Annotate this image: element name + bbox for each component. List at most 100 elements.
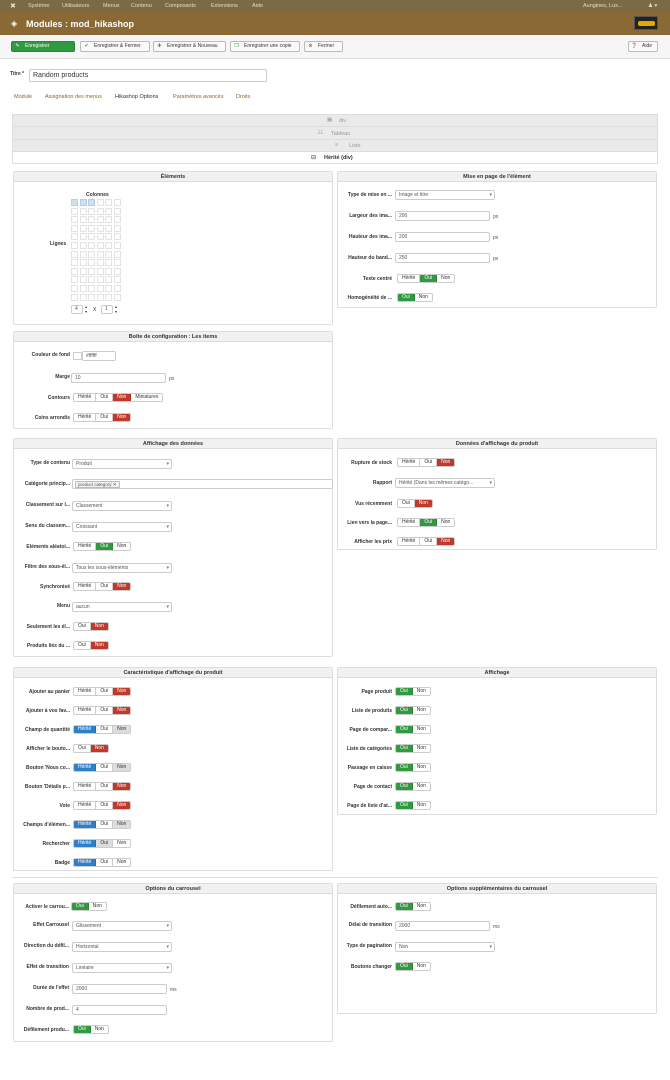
grid-cell[interactable] — [71, 250, 78, 258]
filter-select[interactable]: Tous les sous-éléments ▾ — [72, 563, 172, 573]
grid-cell[interactable] — [71, 224, 78, 232]
grid-cell[interactable] — [79, 207, 87, 215]
grid-cell[interactable] — [88, 259, 95, 267]
grid-cell[interactable] — [105, 242, 112, 249]
show-button-toggle[interactable]: Oui Non — [73, 744, 109, 753]
grid-cell[interactable] — [88, 207, 95, 215]
grid-cell[interactable] — [79, 242, 87, 249]
linked-products-toggle[interactable]: Oui Non — [73, 641, 109, 650]
element-fields-toggle[interactable]: Hérité Oui Non — [73, 820, 132, 829]
title-input[interactable]: Random products — [29, 69, 267, 82]
tab-advanced[interactable]: Paramètres avancés — [173, 94, 224, 100]
grid-cell[interactable] — [79, 293, 87, 301]
grid-cell[interactable] — [96, 285, 104, 292]
tab-menu-assignment[interactable]: Assignation des menus — [45, 94, 102, 100]
wishlist-toggle[interactable]: Hérité Oui Non — [73, 706, 132, 715]
direction-select[interactable]: Horizontal ▾ — [72, 942, 172, 952]
grid-cell[interactable] — [79, 276, 87, 284]
grid-cell[interactable] — [79, 199, 87, 206]
color-swatch[interactable] — [73, 352, 82, 360]
grid-cell[interactable] — [96, 207, 104, 215]
transition-delay-input[interactable]: 2000 — [395, 921, 490, 931]
product-list-toggle[interactable]: Oui Non — [395, 706, 431, 715]
grid-cell[interactable] — [105, 293, 112, 301]
grid-cell[interactable] — [96, 259, 104, 267]
wishlist-page-toggle[interactable]: Oui Non — [395, 801, 431, 810]
sort-dir-select[interactable]: Croissant ▾ — [72, 522, 172, 532]
random-toggle[interactable]: Hérité Oui Non — [73, 542, 132, 551]
grid-cell[interactable] — [79, 285, 87, 292]
grid-cell[interactable] — [96, 242, 104, 249]
tab-module[interactable]: Module — [14, 94, 33, 100]
grid-cell[interactable] — [113, 250, 121, 258]
grid-cell[interactable] — [113, 224, 121, 232]
report-select[interactable]: Hérité (Dans les mêmes catégo... ▾ — [395, 478, 495, 488]
carousel-effect-select[interactable]: Glissement ▾ — [72, 921, 172, 931]
add-to-cart-toggle[interactable]: Hérité Oui Non — [73, 687, 132, 696]
carousel-enable-toggle[interactable]: Oui Non — [71, 902, 107, 911]
grid-cell[interactable] — [96, 224, 104, 232]
margin-input[interactable]: 10 — [71, 373, 166, 383]
search-toggle[interactable]: Hérité Oui Non — [73, 839, 132, 848]
grid-cell[interactable] — [113, 267, 121, 275]
centered-text-toggle[interactable]: Hérité Oui Non — [397, 274, 456, 283]
grid-cell[interactable] — [71, 242, 78, 249]
layout-option-div[interactable]: ▦ div — [13, 115, 657, 127]
menu-extensions[interactable]: Extensions — [211, 3, 238, 9]
grid-cell[interactable] — [96, 267, 104, 275]
show-prices-toggle[interactable]: Hérité Oui Non — [397, 537, 456, 546]
sync-toggle[interactable]: Hérité Oui Non — [73, 582, 132, 591]
grid-cell[interactable] — [105, 267, 112, 275]
sort-select[interactable]: Classement ▾ — [72, 501, 172, 511]
layout-type-select[interactable]: Image et titre ▾ — [395, 190, 495, 200]
grid-cell[interactable] — [113, 285, 121, 292]
effect-duration-input[interactable]: 2000 — [72, 984, 167, 994]
grid-cell[interactable] — [88, 276, 95, 284]
grid-cell[interactable] — [79, 250, 87, 258]
menu-menus[interactable]: Menus — [103, 3, 120, 9]
badge-toggle[interactable]: Hérité Oui Non — [73, 858, 132, 867]
stock-toggle[interactable]: Hérité Oui Non — [397, 458, 456, 467]
grid-cell[interactable] — [71, 293, 78, 301]
product-page-toggle[interactable]: Oui Non — [395, 687, 431, 696]
user-site-link[interactable]: Aungines, Lux... — [583, 3, 623, 9]
grid-cell[interactable] — [88, 285, 95, 292]
vote-toggle[interactable]: Hérité Oui Non — [73, 801, 132, 810]
category-input[interactable]: product category ✕ — [72, 479, 333, 489]
grid-cell[interactable] — [71, 216, 78, 224]
grid-cell[interactable] — [96, 276, 104, 284]
layout-option-list[interactable]: ≡ Liste — [335, 142, 361, 149]
grid-cell[interactable] — [113, 293, 121, 301]
grid-cell[interactable] — [88, 293, 95, 301]
grid-cell[interactable] — [88, 267, 95, 275]
recently-seen-toggle[interactable]: Oui Non — [397, 499, 433, 508]
tab-permissions[interactable]: Droits — [236, 94, 251, 100]
grid-cell[interactable] — [71, 259, 78, 267]
grid-cell[interactable] — [113, 216, 121, 224]
homogeneity-toggle[interactable]: Oui Non — [397, 293, 433, 302]
grid-cell[interactable] — [88, 199, 95, 206]
borders-toggle[interactable]: Hérité Oui Non Miniatures — [73, 393, 164, 402]
grid-cell[interactable] — [105, 233, 112, 241]
grid-cell[interactable] — [96, 293, 104, 301]
grid-cell[interactable] — [105, 216, 112, 224]
grid-cell[interactable] — [88, 242, 95, 249]
quantity-field-toggle[interactable]: Hérité Oui Non — [73, 725, 132, 734]
grid-cell[interactable] — [71, 276, 78, 284]
save-button[interactable]: ✎ Enregistrer — [11, 41, 75, 52]
grid-cell[interactable] — [113, 207, 121, 215]
grid-cell[interactable] — [113, 242, 121, 249]
cols-count-input[interactable]: 1 — [101, 305, 113, 314]
menu-content[interactable]: Contenu — [131, 3, 152, 9]
transition-effect-select[interactable]: Linéaire ▾ — [72, 963, 172, 973]
only-elements-toggle[interactable]: Oui Non — [73, 622, 109, 631]
grid-cell[interactable] — [88, 233, 95, 241]
grid-cell[interactable] — [96, 250, 104, 258]
grid-cell[interactable] — [79, 259, 87, 267]
grid-cell[interactable] — [113, 199, 121, 206]
grid-cell[interactable] — [105, 224, 112, 232]
joomla-logo-icon[interactable]: ✖ — [10, 3, 16, 10]
grid-cell[interactable] — [105, 259, 112, 267]
auto-scroll-toggle[interactable]: Oui Non — [395, 902, 431, 911]
grid-cell[interactable] — [79, 233, 87, 241]
